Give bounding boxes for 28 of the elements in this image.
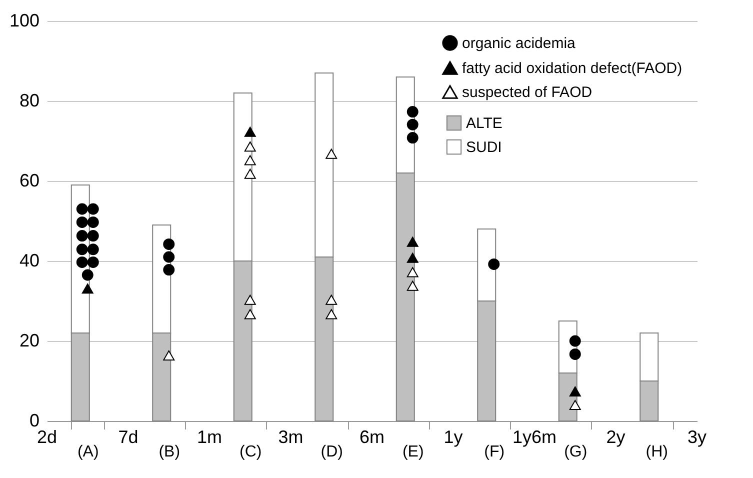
x-tick-label: (D) [320, 444, 343, 460]
x-tick-label: (B) [158, 444, 180, 460]
x-tick-label: (A) [77, 444, 99, 460]
text: 7d [118, 427, 138, 447]
text: 3m [278, 427, 304, 447]
text: 2y [606, 427, 626, 447]
text: 2d [36, 427, 58, 447]
y-tick-label: 0 [29, 410, 40, 430]
legend-label: suspected of FAOD [462, 84, 592, 101]
legend-label: fatty acid oxidation defect(FAOD) [462, 60, 682, 77]
text: 1y [444, 427, 463, 447]
x-tick-label: (G) [564, 444, 588, 460]
x-tick-label: (F) [484, 444, 505, 460]
y-tick-label: 100 [9, 10, 40, 30]
y-tick-label: 20 [19, 330, 40, 350]
x-tick-label: (E) [402, 444, 424, 460]
y-tick-label: 60 [19, 170, 40, 190]
text: 1y6m [512, 427, 557, 447]
legend-label: organic acidemia [462, 35, 576, 52]
y-tick-label: 40 [19, 250, 40, 270]
text: 3y [687, 427, 707, 447]
legend-label: SUDI [466, 139, 502, 156]
text: 1m [196, 427, 222, 447]
y-tick-label: 80 [19, 90, 40, 110]
x-tick-label: (C) [240, 444, 262, 460]
text: 6m [359, 427, 385, 447]
legend-label: ALTE [466, 115, 502, 132]
x-tick-label: (H) [646, 444, 668, 460]
